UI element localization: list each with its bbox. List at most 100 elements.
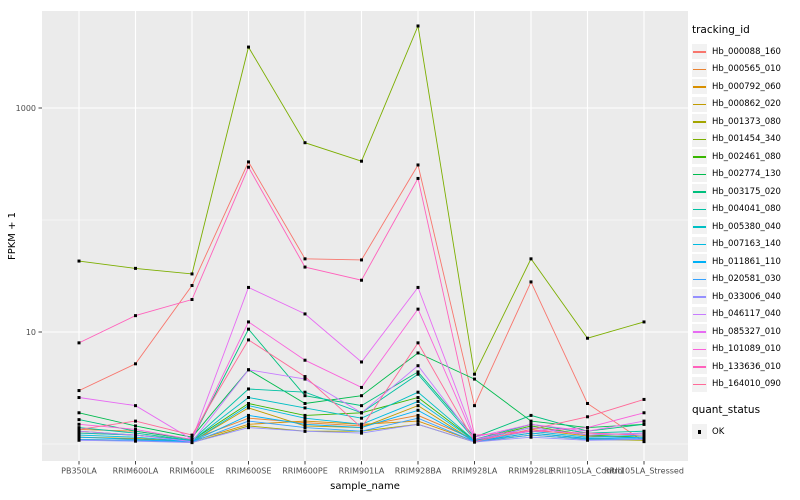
legend-line-icon — [693, 313, 706, 316]
legend-item-label: Hb_003175_020 — [712, 186, 781, 197]
data-point — [247, 320, 250, 324]
legend-line-icon — [693, 383, 706, 386]
legend-item-label: Hb_007163_140 — [712, 239, 781, 250]
data-point — [134, 439, 137, 443]
data-point — [247, 416, 250, 420]
data-point — [77, 429, 81, 433]
data-point — [529, 257, 533, 261]
data-point — [77, 433, 81, 437]
data-point — [416, 285, 420, 289]
data-point — [303, 312, 307, 316]
data-point — [303, 413, 307, 417]
legend-key — [692, 166, 707, 182]
data-point — [416, 24, 420, 28]
legend-item-label: OK — [712, 426, 725, 437]
legend-key — [692, 114, 707, 130]
legend-key — [692, 131, 707, 147]
data-point — [360, 426, 363, 430]
legend-key — [692, 96, 707, 112]
data-point — [416, 307, 420, 311]
legend-line-icon — [693, 103, 706, 106]
data-point — [303, 416, 307, 420]
data-point — [360, 416, 363, 420]
legend-key — [692, 44, 707, 60]
data-point — [303, 257, 307, 261]
legend-key — [692, 254, 707, 270]
legend-item-label: Hb_101089_010 — [712, 344, 781, 355]
data-point — [77, 435, 81, 439]
legend-item: Hb_033006_040 — [692, 288, 798, 306]
data-point — [247, 327, 250, 331]
legend-line-icon — [693, 348, 706, 351]
legend-line-icon — [693, 226, 706, 228]
data-point — [247, 406, 250, 410]
legend-line-icon — [693, 121, 706, 123]
legend-title-tracking-id: tracking_id — [692, 24, 750, 36]
data-point — [360, 429, 363, 433]
data-point — [473, 372, 476, 376]
data-point — [416, 163, 420, 167]
legend-item-ok: OK — [692, 423, 798, 441]
data-point — [77, 418, 81, 422]
x-tick-label: RRIM928LA — [452, 467, 498, 476]
legend-item-label: Hb_085327_010 — [712, 326, 781, 337]
data-point — [134, 404, 137, 408]
legend-item-label: Hb_002461_080 — [712, 151, 781, 162]
legend-item: Hb_164010_090 — [692, 376, 798, 394]
data-point — [77, 427, 81, 431]
data-point — [416, 396, 420, 400]
legend-item-label: Hb_000792_060 — [712, 81, 781, 92]
legend-item: Hb_133636_010 — [692, 358, 798, 376]
legend-item: Hb_000792_060 — [692, 78, 798, 96]
data-point — [360, 424, 363, 428]
legend-item: Hb_003175_020 — [692, 183, 798, 201]
data-point — [416, 370, 420, 374]
legend-key — [692, 201, 707, 217]
data-point — [190, 440, 194, 444]
legend-item: Hb_046117_040 — [692, 306, 798, 324]
data-point — [360, 258, 363, 262]
legend-line-icon — [693, 261, 706, 263]
legend-key — [692, 271, 707, 287]
data-point — [529, 419, 533, 423]
data-point — [247, 422, 250, 426]
legend-item-label: Hb_000088_160 — [712, 46, 781, 57]
data-point — [416, 351, 420, 355]
x-tick-label: RRIM600SE — [226, 467, 272, 476]
data-point — [77, 438, 81, 442]
data-point — [416, 422, 420, 426]
legend-item-label: Hb_004041_080 — [712, 204, 781, 215]
data-point — [416, 341, 420, 345]
data-point — [77, 341, 81, 345]
legend-key — [692, 219, 707, 235]
legend-key — [692, 184, 707, 200]
data-point — [247, 160, 250, 164]
data-point — [586, 426, 589, 430]
data-point — [416, 364, 420, 368]
data-point — [416, 413, 420, 417]
x-tick-label: RRIM600LA — [113, 467, 159, 476]
data-point — [190, 433, 194, 437]
legend-line-icon — [693, 191, 706, 193]
data-point — [473, 377, 476, 381]
legend-item: Hb_101089_010 — [692, 341, 798, 359]
data-point — [473, 440, 476, 444]
data-point — [360, 431, 363, 435]
data-point — [529, 280, 533, 284]
legend-line-icon — [693, 86, 706, 88]
data-point — [77, 396, 81, 400]
legend-line-icon — [693, 173, 706, 176]
legend-line-icon — [693, 208, 706, 211]
data-point — [247, 426, 250, 430]
legend-line-icon — [693, 68, 706, 71]
data-point — [247, 404, 250, 408]
y-tick-label: 10 — [26, 328, 36, 337]
legend-line-icon — [693, 296, 706, 298]
data-point — [303, 429, 307, 433]
legend-item: Hb_005380_040 — [692, 218, 798, 236]
legend-item-label: Hb_001373_080 — [712, 116, 781, 127]
legend-key — [692, 236, 707, 252]
legend-key — [692, 424, 707, 440]
legend-item-label: Hb_000862_020 — [712, 99, 781, 110]
legend-key — [692, 79, 707, 95]
